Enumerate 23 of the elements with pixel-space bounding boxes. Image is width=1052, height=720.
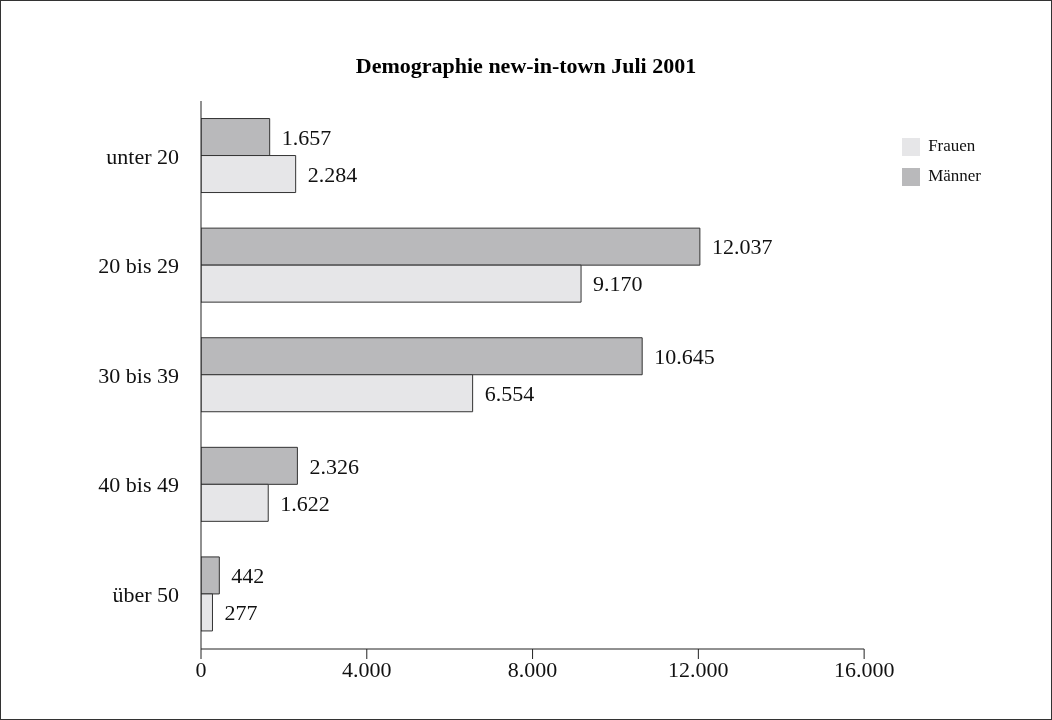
chart-title: Demographie new-in-town Juli 2001 [354,53,698,79]
legend-label: Männer [928,166,981,185]
data-label: 10.645 [654,344,715,370]
x-tick-label: 4.000 [342,656,392,682]
data-label: 442 [231,563,265,589]
data-label: 9.170 [593,271,643,297]
x-tick-label: 16.000 [833,656,895,682]
x-tick-label: 12.000 [668,656,729,682]
x-tick-label: 8.000 [507,656,558,682]
y-tick-label: über 50 [112,582,179,608]
data-label: 2.326 [309,453,359,479]
data-label: 1.657 [281,124,332,150]
x-tick-label: 0 [195,656,207,682]
legend-label: Frauen [928,136,976,155]
y-tick-label: 20 bis 29 [98,253,179,279]
y-tick-label: 40 bis 49 [98,472,179,498]
data-label: 277 [224,600,258,626]
y-tick-label: 30 bis 39 [98,362,179,388]
data-label: 12.037 [711,234,773,260]
data-label: 6.554 [484,381,535,407]
y-tick-label: unter 20 [106,143,179,169]
data-label: 1.622 [280,490,330,516]
data-label: 2.284 [307,161,358,187]
